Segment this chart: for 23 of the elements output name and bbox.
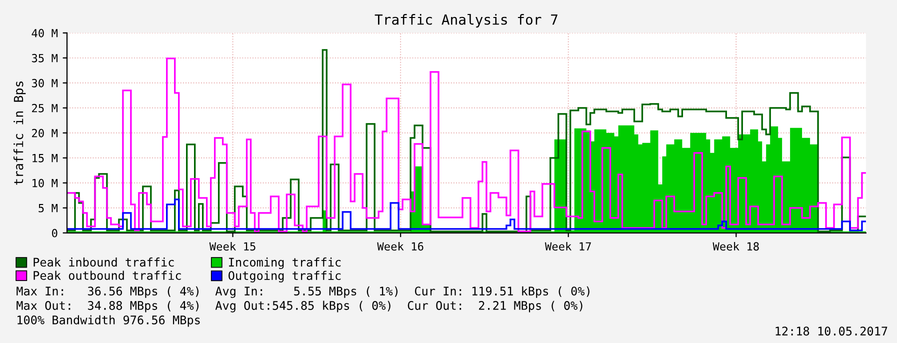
legend-label: Peak inbound traffic xyxy=(34,258,174,267)
y-tick-label: 25 M xyxy=(32,104,58,112)
x-tick-label: Week 17 xyxy=(544,242,591,251)
x-tick-label: Week 15 xyxy=(209,242,256,251)
legend-label: Outgoing traffic xyxy=(228,270,341,282)
text: Max In: 36.56 MBps ( 4%) Avg In: 5.55 MBps ( 1%) Cur In: 119.51 kBps ( 0%) xyxy=(16,286,590,298)
y-axis-title: traffic in Bps xyxy=(14,81,26,185)
text: 12:18 10.05.2017 xyxy=(776,326,888,336)
text: Max Out: 34.88 MBps ( 4%) Avg Out:545.85 kBps ( 0%) Cur Out: 2.21 MBps ( 0%) xyxy=(16,300,582,312)
x-tick-label: Week 18 xyxy=(712,242,759,251)
legend-label: Incoming traffic xyxy=(229,258,341,270)
y-tick-label: 5 M xyxy=(38,204,58,212)
y-tick-label: 0 xyxy=(52,228,58,238)
y-tick-label: 20 M xyxy=(32,128,58,138)
x-tick-label: Week 16 xyxy=(377,242,424,251)
text: 100% Bandwidth 976.56 MBps xyxy=(18,315,200,327)
y-tick-label: 30 M xyxy=(32,78,58,88)
chart-title: Traffic Analysis for 7 xyxy=(374,14,558,28)
y-tick-label: 40 M xyxy=(32,28,58,38)
y-tick-label: 10 M xyxy=(32,178,58,188)
y-tick-label: 15 M xyxy=(32,154,58,162)
y-tick-label: 35 M xyxy=(32,54,58,62)
legend-label: Peak outbound traffic xyxy=(34,270,181,280)
